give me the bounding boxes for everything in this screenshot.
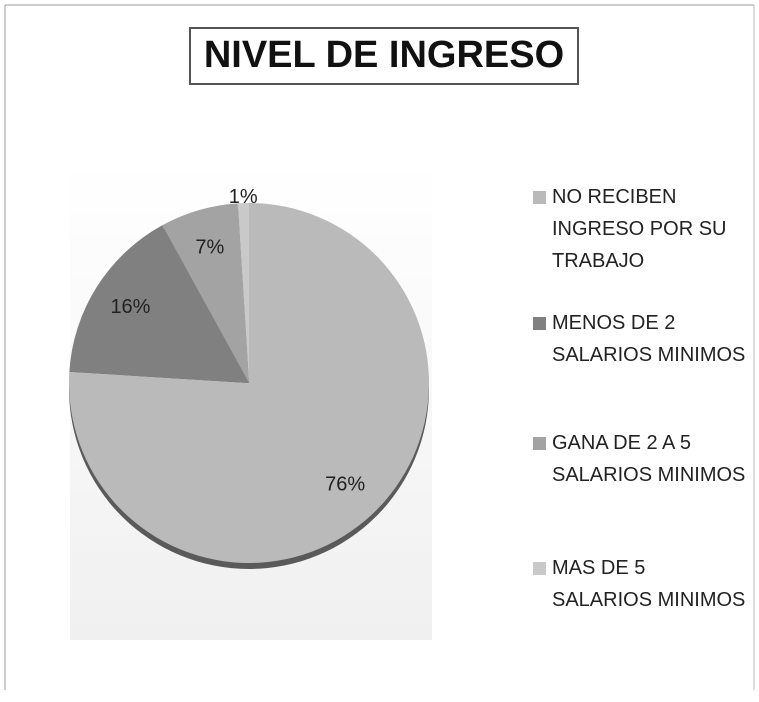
legend-label: MAS DE 5 SALARIOS MINIMOS xyxy=(552,557,746,611)
legend-swatch xyxy=(533,437,546,450)
pie-slice xyxy=(237,203,249,383)
data-label: 76% xyxy=(325,474,365,496)
legend-label: NO RECIBEN INGRESO POR SU TRABAJO xyxy=(552,186,727,272)
data-label: 16% xyxy=(110,296,150,318)
legend-swatch xyxy=(533,562,546,575)
legend-item: MENOS DE 2 SALARIOS MINIMOS xyxy=(533,307,747,371)
legend-item: GANA DE 2 A 5 SALARIOS MINIMOS xyxy=(533,427,747,491)
title-box xyxy=(189,27,579,85)
legend-item: MAS DE 5 SALARIOS MINIMOS xyxy=(533,552,747,616)
legend-item: NO RECIBEN INGRESO POR SU TRABAJO xyxy=(533,181,747,277)
data-label: 1% xyxy=(229,186,258,208)
data-label: 7% xyxy=(195,236,224,258)
legend-label: GANA DE 2 A 5 SALARIOS MINIMOS xyxy=(552,432,746,486)
chart-title: NIVEL DE INGRESO xyxy=(204,34,564,76)
pie-slice xyxy=(69,225,249,383)
legend-label: MENOS DE 2 SALARIOS MINIMOS xyxy=(552,312,746,366)
legend-swatch xyxy=(533,317,546,330)
pie-slice xyxy=(162,203,249,383)
legend-swatch xyxy=(533,191,546,204)
